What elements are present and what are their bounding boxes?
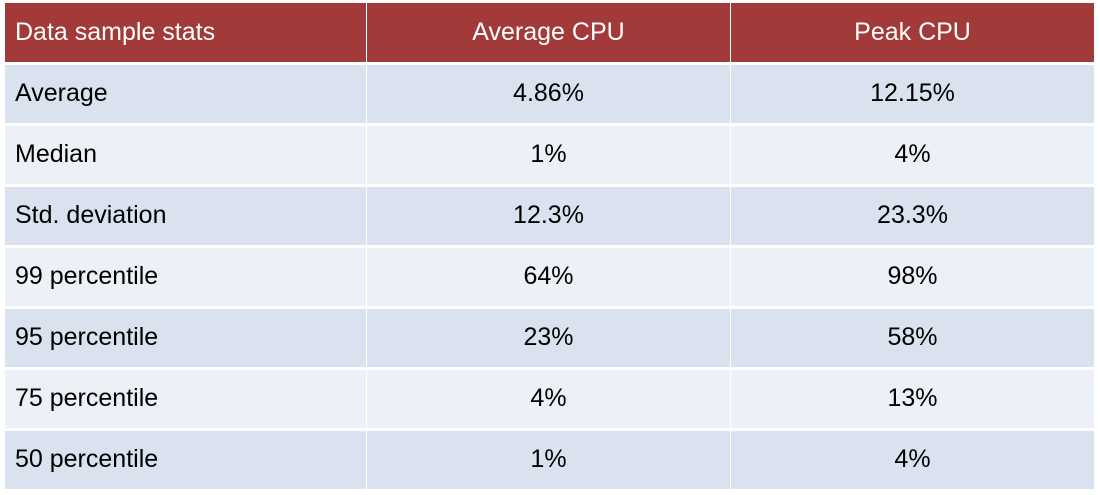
average-cpu-value: 1% [366,429,731,492]
table-header-row: Data sample stats Average CPU Peak CPU [4,3,1095,65]
header-peak-cpu: Peak CPU [730,3,1095,65]
table-row: 95 percentile 23% 58% [4,307,1095,370]
table-row: Average 4.86% 12.15% [4,63,1095,126]
row-label: Average [4,63,367,126]
row-label: 99 percentile [4,246,367,309]
row-label: 95 percentile [4,307,367,370]
cpu-stats-table: Data sample stats Average CPU Peak CPU A… [4,3,1095,492]
peak-cpu-value: 13% [730,368,1095,431]
table-row: 50 percentile 1% 4% [4,429,1095,492]
average-cpu-value: 4.86% [366,63,731,126]
peak-cpu-value: 12.15% [730,63,1095,126]
average-cpu-value: 64% [366,246,731,309]
header-average-cpu: Average CPU [366,3,731,65]
average-cpu-value: 23% [366,307,731,370]
average-cpu-value: 1% [366,124,731,187]
row-label: 50 percentile [4,429,367,492]
header-data-sample-stats: Data sample stats [4,3,367,65]
average-cpu-value: 4% [366,368,731,431]
row-label: Std. deviation [4,185,367,248]
average-cpu-value: 12.3% [366,185,731,248]
table-row: 75 percentile 4% 13% [4,368,1095,431]
peak-cpu-value: 58% [730,307,1095,370]
row-label: 75 percentile [4,368,367,431]
peak-cpu-value: 98% [730,246,1095,309]
peak-cpu-value: 4% [730,124,1095,187]
table-row: Median 1% 4% [4,124,1095,187]
table-row: 99 percentile 64% 98% [4,246,1095,309]
row-label: Median [4,124,367,187]
table-row: Std. deviation 12.3% 23.3% [4,185,1095,248]
peak-cpu-value: 4% [730,429,1095,492]
peak-cpu-value: 23.3% [730,185,1095,248]
